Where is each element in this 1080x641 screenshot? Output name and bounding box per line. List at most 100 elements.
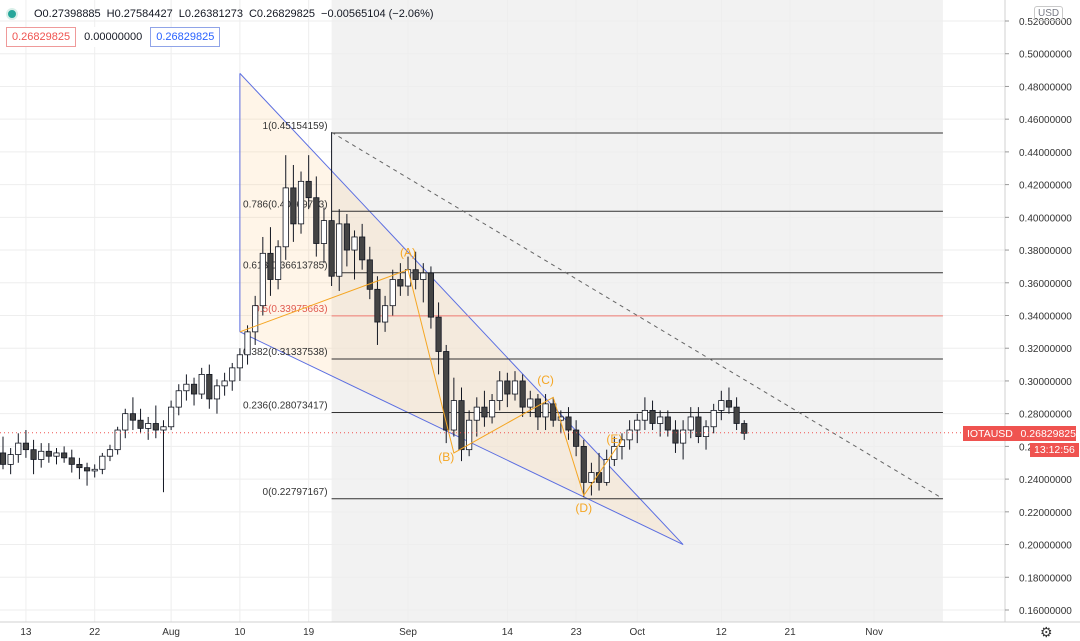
time-tick-label: Sep bbox=[399, 627, 417, 638]
price-tick-label: 0.36000000 bbox=[1019, 279, 1072, 290]
candle-body bbox=[481, 406, 488, 418]
change-value: −0.00565104 (−2.06%) bbox=[321, 8, 434, 20]
price-tick-label: 0.42000000 bbox=[1019, 181, 1072, 192]
candle-body bbox=[634, 419, 641, 431]
green-dot-icon bbox=[6, 8, 18, 20]
candle-body bbox=[38, 450, 45, 460]
candle-body bbox=[320, 220, 328, 244]
price-tick-label: 0.38000000 bbox=[1019, 246, 1072, 257]
candle-body bbox=[30, 449, 37, 460]
candle-body bbox=[61, 452, 68, 459]
candle-body bbox=[695, 416, 702, 437]
candle-body bbox=[473, 406, 480, 421]
candle-body bbox=[206, 373, 213, 400]
candle-body bbox=[290, 187, 297, 225]
last-price-value: 0.26829825 bbox=[1020, 427, 1076, 440]
candle-body bbox=[83, 467, 91, 472]
candle-body bbox=[420, 272, 427, 280]
candle-body bbox=[343, 223, 350, 251]
candle-body bbox=[382, 305, 389, 323]
candle-body bbox=[664, 416, 671, 431]
candle-body bbox=[657, 416, 664, 424]
time-tick-label: 21 bbox=[785, 627, 797, 638]
elliott-wave-path bbox=[239, 269, 623, 497]
candle-body bbox=[282, 187, 289, 248]
price-tick-label: 0.30000000 bbox=[1019, 377, 1072, 388]
wave-label: (C) bbox=[537, 373, 554, 387]
candle-body bbox=[275, 246, 282, 280]
candle-body bbox=[718, 400, 725, 411]
wave-label: (A) bbox=[400, 246, 416, 260]
currency-badge[interactable]: USD bbox=[1034, 6, 1064, 21]
candle-body bbox=[137, 419, 144, 429]
candle-body bbox=[7, 454, 14, 465]
candle-body bbox=[672, 429, 679, 444]
dashed-projection-line bbox=[331, 131, 944, 500]
spread-value: 0.00000000 bbox=[82, 27, 145, 47]
price-tick-label: 0.16000000 bbox=[1019, 606, 1072, 617]
price-axis-background bbox=[1005, 0, 1080, 640]
candle-body bbox=[710, 409, 717, 428]
candle-body bbox=[15, 442, 22, 455]
candle-body bbox=[213, 385, 221, 400]
time-tick-label: 23 bbox=[571, 627, 583, 638]
candle-body bbox=[435, 316, 442, 352]
candle-body bbox=[488, 400, 496, 418]
price-tick-label: 0.34000000 bbox=[1019, 312, 1072, 323]
candle-body bbox=[359, 236, 366, 261]
high-value: H0.27584427 bbox=[106, 8, 173, 20]
candle-body bbox=[450, 400, 457, 431]
candle-body bbox=[427, 272, 435, 318]
price-tick-label: 0.44000000 bbox=[1019, 148, 1072, 159]
candle-body bbox=[550, 403, 557, 421]
time-tick-label: 22 bbox=[89, 627, 101, 638]
candle-body bbox=[22, 442, 29, 451]
candle-body bbox=[53, 452, 60, 457]
symbol-label: IOTAUSD bbox=[967, 427, 1013, 440]
candle-body bbox=[336, 223, 343, 277]
candle-body bbox=[496, 380, 503, 401]
candle-body bbox=[160, 426, 167, 431]
fib-label-0.5: 0.5(0.33975663) bbox=[254, 304, 327, 315]
candle-body bbox=[397, 279, 404, 287]
candle-body bbox=[99, 455, 106, 470]
candle-body bbox=[466, 419, 473, 451]
ohlc-legend: O0.27398885 H0.27584427 L0.26381273 C0.2… bbox=[6, 6, 440, 22]
candle-body bbox=[412, 269, 419, 280]
sell-price-box[interactable]: 0.26829825 bbox=[6, 27, 77, 47]
candle-body bbox=[534, 398, 541, 418]
candle-body bbox=[504, 380, 511, 395]
candle-body bbox=[733, 406, 740, 424]
last-price-label: IOTAUSD 0.26829825 bbox=[963, 426, 1076, 441]
candle-body bbox=[351, 236, 358, 251]
fib-label-0.236: 0.236(0.28073417) bbox=[243, 400, 328, 411]
time-tick-label: 13 bbox=[20, 627, 32, 638]
price-tick-label: 0.24000000 bbox=[1019, 475, 1072, 486]
candle-body bbox=[741, 423, 748, 434]
candle-body bbox=[175, 390, 182, 408]
candle-body bbox=[305, 180, 312, 199]
candle-body bbox=[236, 354, 243, 369]
candle-body bbox=[106, 449, 114, 457]
candle-body bbox=[702, 426, 710, 437]
candle-body bbox=[389, 279, 396, 307]
candle-body bbox=[603, 459, 610, 483]
candle-body bbox=[313, 197, 320, 244]
candle-body bbox=[580, 445, 587, 483]
time-tick-label: Oct bbox=[629, 627, 645, 638]
candle-body bbox=[588, 472, 595, 483]
candle-body bbox=[297, 180, 305, 225]
candle-body bbox=[114, 429, 121, 451]
candle-body bbox=[267, 252, 274, 280]
price-tick-label: 0.18000000 bbox=[1019, 573, 1072, 584]
time-tick-label: 14 bbox=[502, 627, 514, 638]
candle-body bbox=[252, 305, 259, 333]
candle-body bbox=[91, 468, 98, 472]
gear-icon[interactable]: ⚙ bbox=[1040, 624, 1053, 640]
bar-countdown: 13:12:56 bbox=[1030, 443, 1079, 457]
fib-label-0.382: 0.382(0.31337538) bbox=[243, 347, 328, 358]
candle-body bbox=[366, 259, 373, 290]
candle-body bbox=[443, 351, 450, 431]
buy-price-box[interactable]: 0.26829825 bbox=[150, 27, 221, 47]
